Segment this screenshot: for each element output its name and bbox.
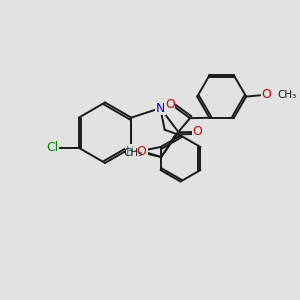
Text: Cl: Cl (46, 141, 59, 154)
Text: O: O (261, 88, 271, 101)
Text: N: N (156, 102, 165, 115)
Text: CH₃: CH₃ (124, 148, 143, 158)
Text: H: H (126, 145, 135, 158)
Text: O: O (192, 125, 202, 138)
Text: CH₃: CH₃ (278, 90, 297, 100)
Text: ·O: ·O (133, 145, 147, 158)
Text: O: O (165, 98, 175, 111)
